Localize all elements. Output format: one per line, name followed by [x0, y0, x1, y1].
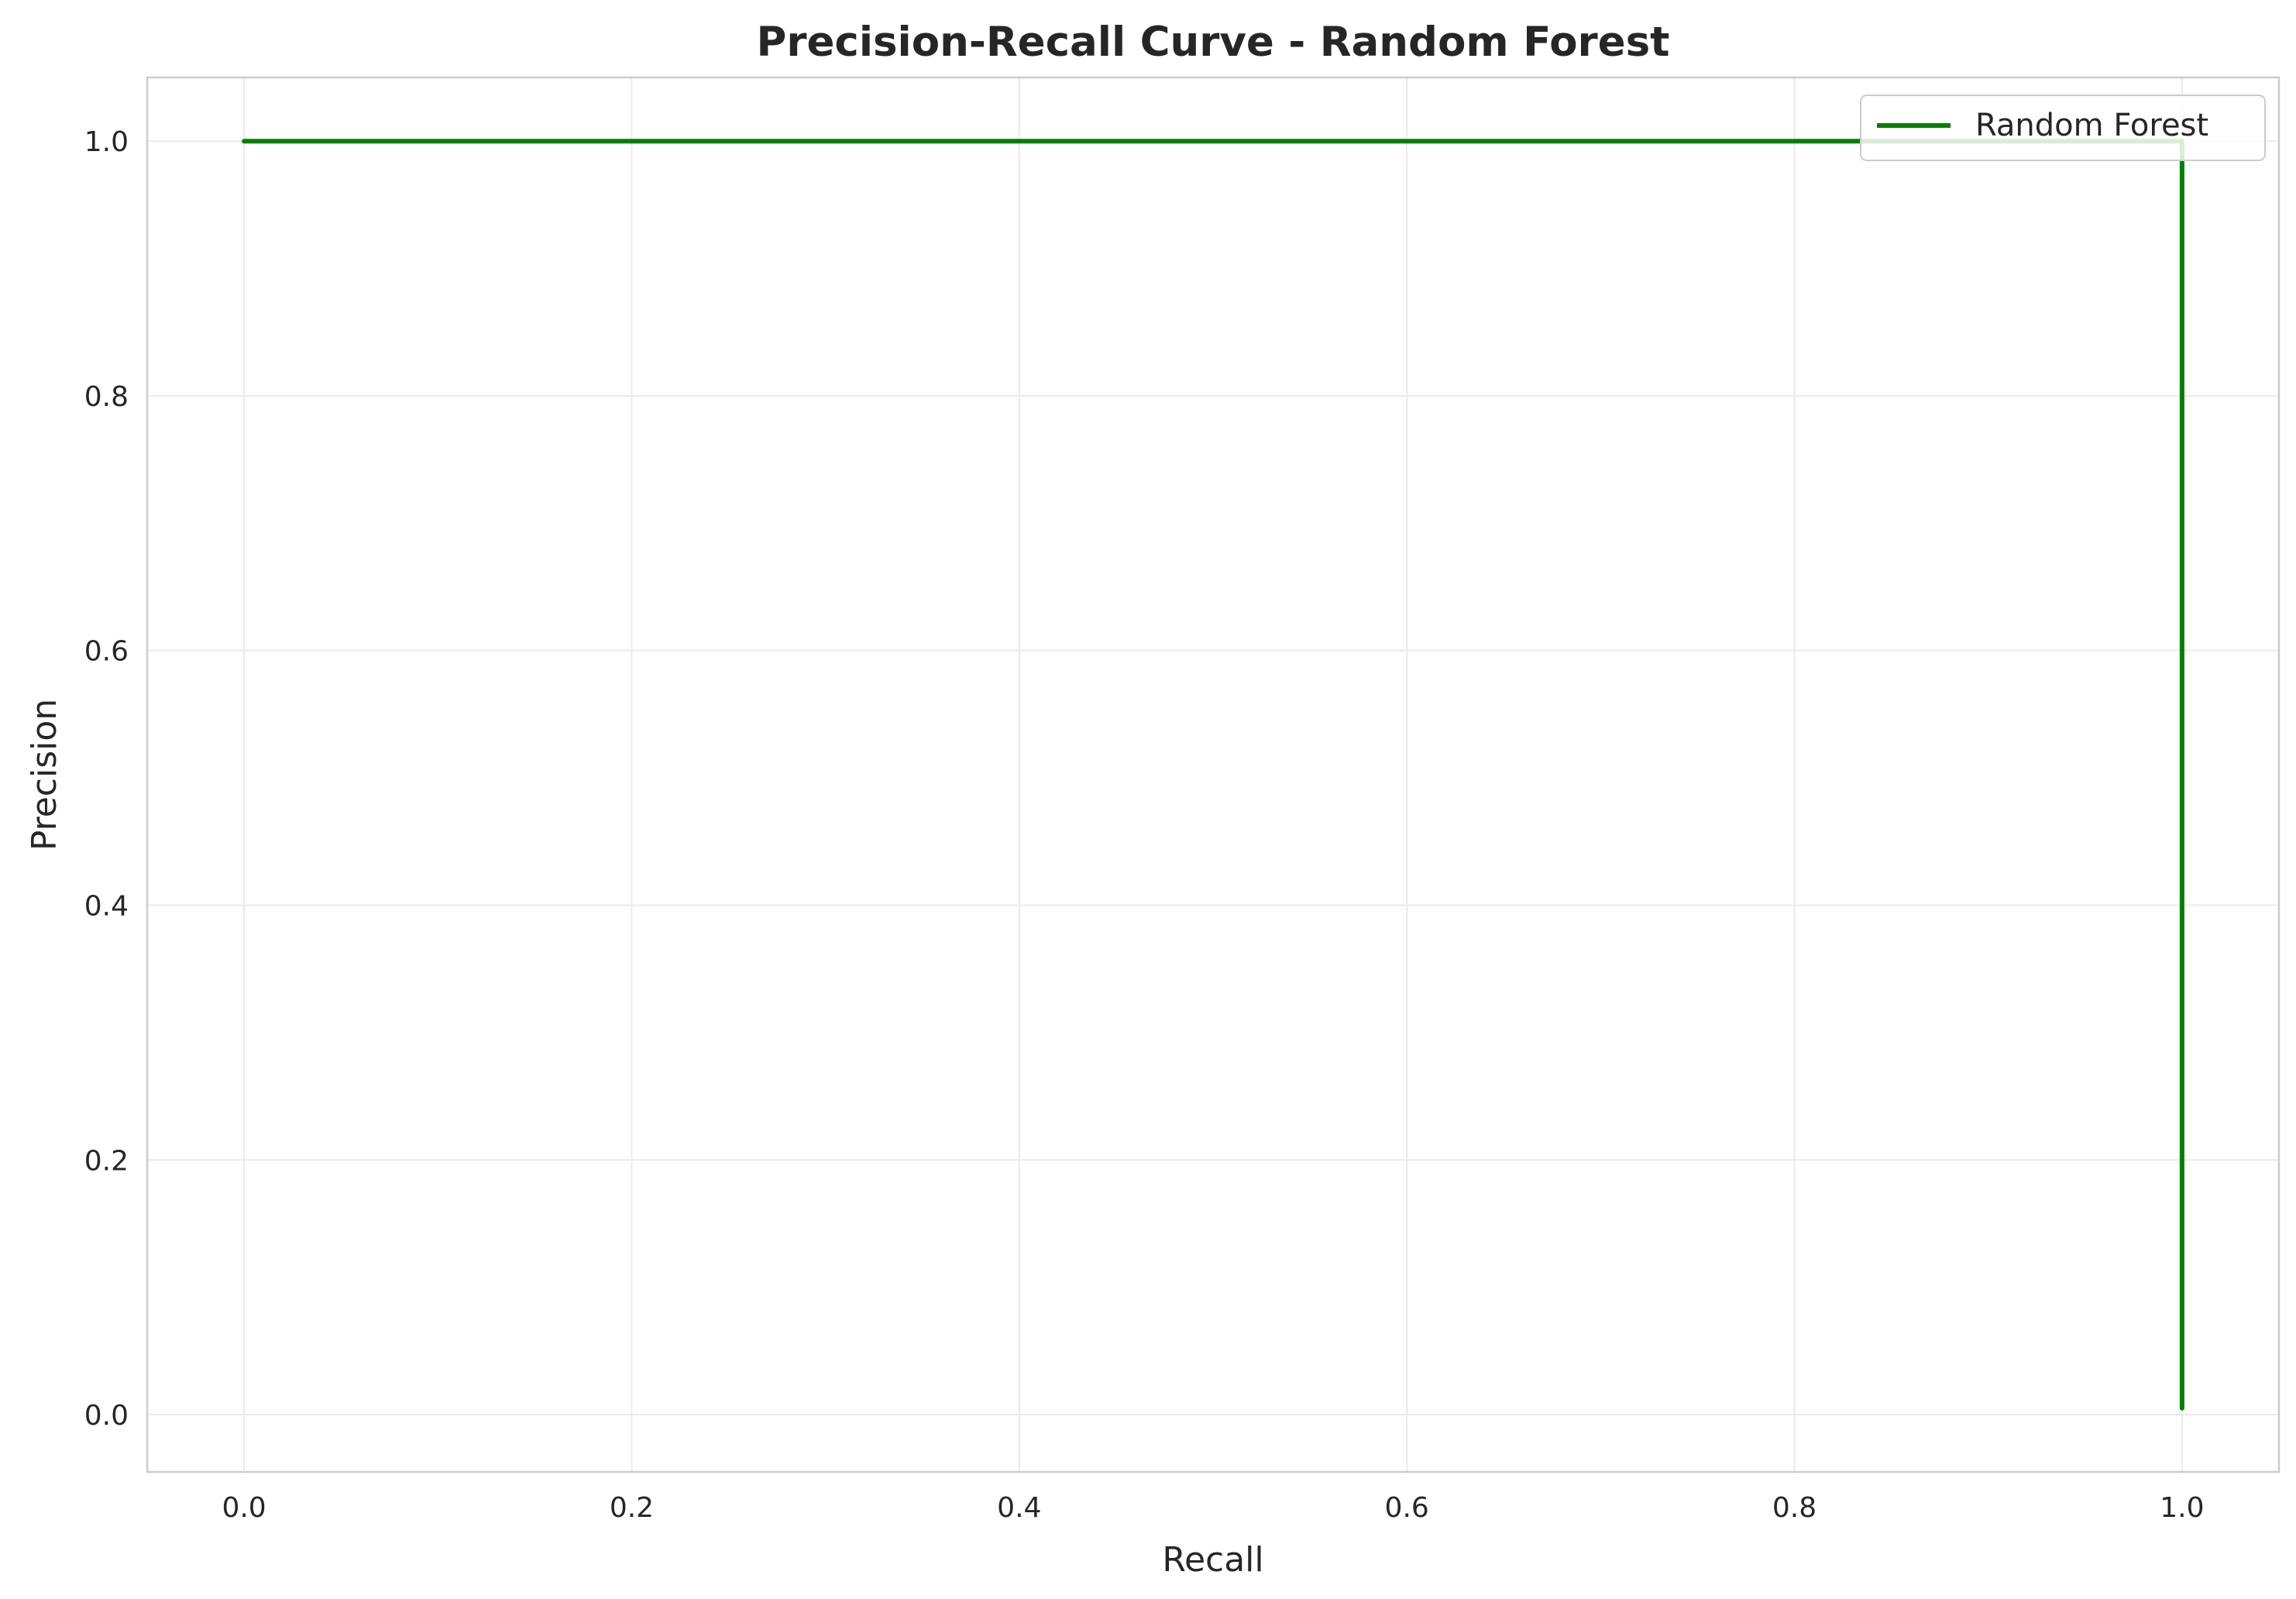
legend-box: [1860, 95, 2266, 161]
grid: [147, 77, 2279, 1472]
y-tick-label: 0.8: [84, 381, 129, 413]
y-axis-label: Precision: [25, 699, 64, 851]
y-tick-label: 0.0: [84, 1400, 129, 1432]
y-tick-label: 0.6: [84, 636, 129, 668]
x-tick-label: 0.0: [222, 1492, 266, 1524]
y-tick-label: 1.0: [84, 126, 129, 158]
chart-title: Precision-Recall Curve - Random Forest: [756, 19, 1669, 66]
y-tick-label: 0.2: [84, 1145, 129, 1177]
x-tick-label: 0.2: [610, 1492, 654, 1524]
x-axis-label: Recall: [1162, 1540, 1263, 1580]
x-tick-label: 0.4: [997, 1492, 1041, 1524]
x-tick-label: 0.8: [1772, 1492, 1817, 1524]
x-tick-label: 1.0: [2160, 1492, 2204, 1524]
y-axis-ticks: 0.0 0.2 0.4 0.6 0.8 1.0: [84, 126, 129, 1432]
series-layer: [242, 139, 2184, 1411]
series-line-random-forest: [242, 139, 2184, 1411]
x-tick-label: 0.6: [1385, 1492, 1429, 1524]
legend: Random Forest: [1860, 95, 2266, 161]
legend-label-random-forest: Random Forest: [1975, 108, 2208, 143]
x-axis-ticks: 0.0 0.2 0.4 0.6 0.8 1.0: [222, 1492, 2204, 1524]
plot-frame: [146, 76, 2281, 1473]
y-tick-label: 0.4: [84, 890, 129, 922]
